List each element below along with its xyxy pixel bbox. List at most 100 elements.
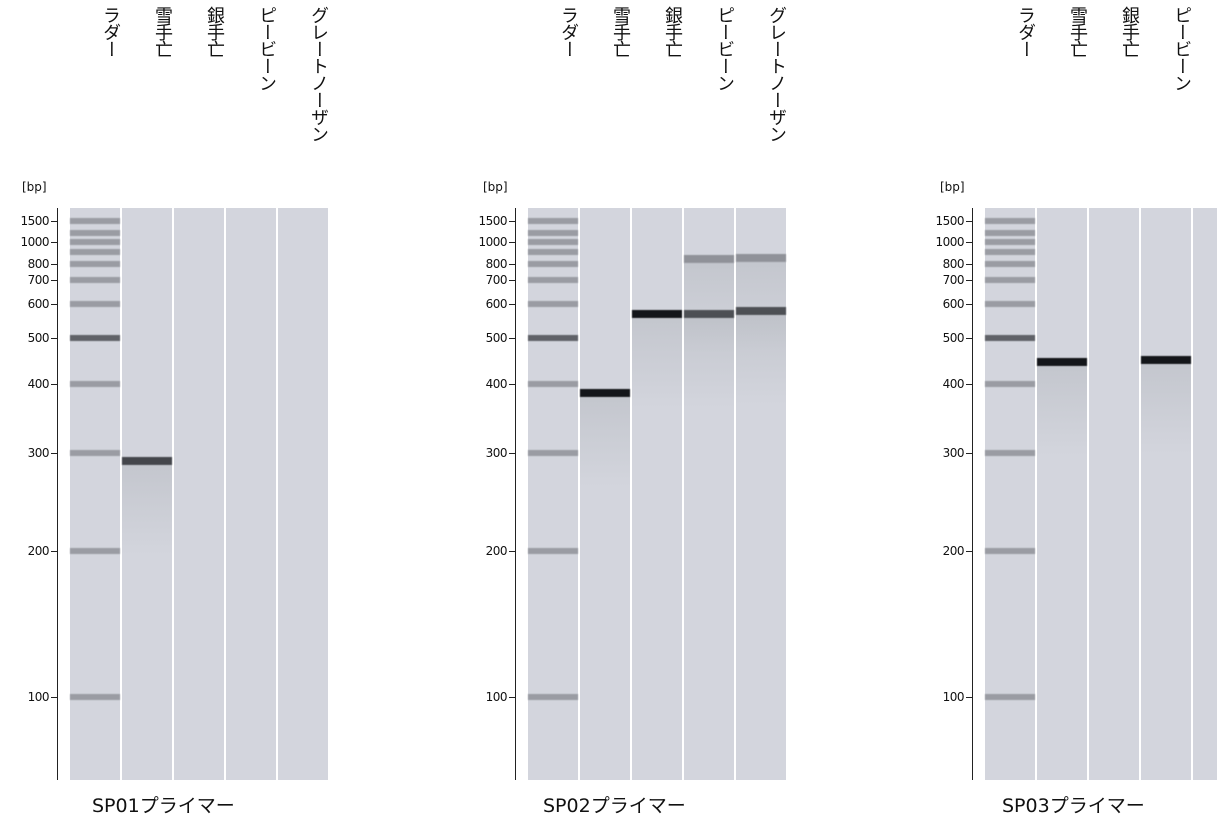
lane-label: ラダー [558, 6, 579, 57]
gel-lane [580, 208, 630, 780]
gel-lane [278, 208, 328, 780]
tick-label: 300 [942, 446, 965, 460]
ladder-band [528, 381, 578, 387]
ladder-band [985, 381, 1035, 387]
tick-label: 300 [27, 446, 50, 460]
tick-mark [509, 280, 515, 281]
ladder-band [985, 694, 1035, 700]
ladder-band [985, 548, 1035, 554]
lane-label: ピービーン [714, 6, 735, 91]
ladder-band [985, 239, 1035, 245]
ladder-band [528, 450, 578, 456]
ladder-band [70, 450, 120, 456]
gel-lane [122, 208, 172, 780]
tick-label: 500 [942, 331, 965, 345]
sample-band [684, 309, 734, 318]
tick-label: 500 [27, 331, 50, 345]
tick-mark [51, 697, 57, 698]
gel-lane [528, 208, 578, 780]
tick-label: 100 [27, 690, 50, 704]
gel-lane [1089, 208, 1139, 780]
ladder-band [528, 548, 578, 554]
gel-lane [226, 208, 276, 780]
tick-mark [966, 221, 972, 222]
y-axis-line [57, 208, 58, 780]
tick-mark [51, 280, 57, 281]
tick-label: 700 [942, 273, 965, 287]
tick-label: 200 [27, 544, 50, 558]
lane-label: ラダー [1015, 6, 1036, 57]
tick-mark [966, 551, 972, 552]
band-smear [736, 314, 786, 405]
sample-band [736, 254, 786, 263]
tick-mark [966, 304, 972, 305]
tick-mark [509, 242, 515, 243]
ladder-band [985, 335, 1035, 341]
tick-label: 800 [485, 257, 508, 271]
tick-label: 700 [27, 273, 50, 287]
tick-label: 800 [27, 257, 50, 271]
tick-label: 200 [485, 544, 508, 558]
ladder-band [70, 301, 120, 307]
lane-label: 雪手亡 [152, 6, 173, 57]
tick-mark [509, 551, 515, 552]
sample-band [1141, 355, 1191, 364]
gel-lane [736, 208, 786, 780]
lane-label: ピービーン [256, 6, 277, 91]
ladder-band [70, 249, 120, 256]
gel-caption: SP02プライマー [543, 795, 686, 817]
tick-label: 800 [942, 257, 965, 271]
sample-band [580, 389, 630, 398]
gel-lane [1037, 208, 1087, 780]
tick-mark [509, 697, 515, 698]
sample-band [632, 309, 682, 318]
ladder-band [70, 229, 120, 236]
tick-label: 600 [27, 297, 50, 311]
ladder-band [985, 229, 1035, 236]
tick-mark [966, 384, 972, 385]
tick-mark [509, 453, 515, 454]
ladder-band [985, 261, 1035, 267]
tick-label: 1500 [20, 214, 49, 228]
ladder-band [70, 548, 120, 554]
gel-panel: ラダー 雪手亡 銀手亡 ピービーン グレートノーザン [bp] 1500 1000 800 700… [458, 0, 798, 817]
tick-label: 300 [485, 446, 508, 460]
gel-lane [1193, 208, 1217, 780]
y-axis-line [515, 208, 516, 780]
gel-panel: ラダー 雪手亡 銀手亡 ピービーン グレートノーザン [bp] 1500 1000 800 700… [0, 0, 340, 817]
tick-mark [966, 697, 972, 698]
ladder-band [528, 239, 578, 245]
ladder-band [70, 239, 120, 245]
band-smear [1141, 363, 1191, 454]
band-smear [632, 317, 682, 408]
lane-label: グレートノーザン [766, 6, 787, 142]
gel-caption: SP01プライマー [92, 795, 235, 817]
band-smear [684, 317, 734, 408]
ladder-band [70, 218, 120, 224]
ladder-band [985, 301, 1035, 307]
ladder-band [528, 218, 578, 224]
ladder-band [528, 229, 578, 236]
lane-label: ピービーン [1171, 6, 1192, 91]
tick-mark [509, 221, 515, 222]
lane-label: ラダー [100, 6, 121, 57]
ladder-band [985, 249, 1035, 256]
tick-mark [51, 453, 57, 454]
tick-mark [51, 338, 57, 339]
sample-band [1037, 358, 1087, 367]
tick-label: 1500 [478, 214, 507, 228]
lane-label: グレートノーザン [308, 6, 329, 142]
ladder-band [70, 277, 120, 283]
tick-mark [966, 280, 972, 281]
gel-lane [684, 208, 734, 780]
unit-label: [bp] [483, 180, 508, 194]
lane-label: 銀手亡 [1119, 6, 1140, 57]
tick-mark [966, 453, 972, 454]
gel-lane [1141, 208, 1191, 780]
ladder-band [985, 218, 1035, 224]
lane-label: 銀手亡 [204, 6, 225, 57]
tick-mark [966, 338, 972, 339]
tick-mark [966, 264, 972, 265]
tick-label: 200 [942, 544, 965, 558]
tick-mark [51, 384, 57, 385]
